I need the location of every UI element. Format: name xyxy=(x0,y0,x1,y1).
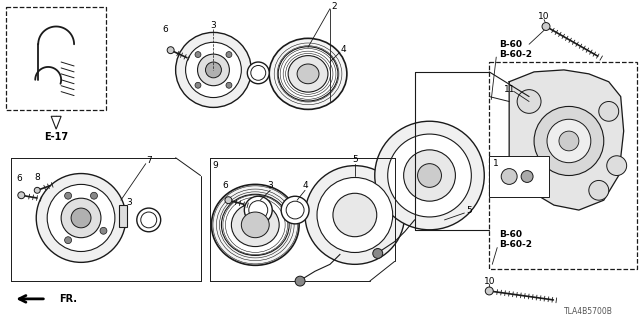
Text: B-60: B-60 xyxy=(499,40,522,49)
Bar xyxy=(6,7,106,110)
Circle shape xyxy=(517,90,541,113)
Text: FR.: FR. xyxy=(59,294,77,304)
Text: 11: 11 xyxy=(504,85,516,94)
Circle shape xyxy=(247,62,269,84)
Circle shape xyxy=(167,47,174,54)
Circle shape xyxy=(417,164,442,187)
Ellipse shape xyxy=(232,203,279,247)
Circle shape xyxy=(521,171,533,182)
Text: TLA4B5700B: TLA4B5700B xyxy=(564,307,613,316)
Circle shape xyxy=(388,134,471,217)
Circle shape xyxy=(61,198,101,238)
Circle shape xyxy=(372,249,383,259)
Circle shape xyxy=(226,52,232,58)
Circle shape xyxy=(485,287,493,295)
Circle shape xyxy=(90,192,97,199)
Circle shape xyxy=(515,169,539,192)
Bar xyxy=(489,156,549,197)
Circle shape xyxy=(559,131,579,151)
Text: 1: 1 xyxy=(493,159,499,168)
Circle shape xyxy=(226,82,232,88)
Circle shape xyxy=(65,192,72,199)
Text: 7: 7 xyxy=(146,156,152,165)
Circle shape xyxy=(547,119,591,163)
Text: 5: 5 xyxy=(467,205,472,214)
Circle shape xyxy=(186,42,241,98)
Circle shape xyxy=(404,150,456,201)
Circle shape xyxy=(137,208,161,232)
Ellipse shape xyxy=(288,56,328,92)
Text: 6: 6 xyxy=(163,25,168,34)
Text: B-60-2: B-60-2 xyxy=(499,240,532,249)
Circle shape xyxy=(65,237,72,244)
Ellipse shape xyxy=(269,38,347,109)
Circle shape xyxy=(542,22,550,30)
Bar xyxy=(489,62,637,269)
Text: 6: 6 xyxy=(223,181,228,190)
Circle shape xyxy=(599,101,619,121)
Text: 4: 4 xyxy=(302,181,308,190)
Polygon shape xyxy=(509,70,623,210)
Text: E-17: E-17 xyxy=(44,132,68,142)
Circle shape xyxy=(141,212,157,228)
Text: B-60: B-60 xyxy=(499,230,522,239)
Circle shape xyxy=(195,52,201,58)
Circle shape xyxy=(36,173,126,262)
Circle shape xyxy=(281,196,309,224)
Ellipse shape xyxy=(211,184,299,265)
Ellipse shape xyxy=(221,194,289,255)
Circle shape xyxy=(198,54,229,86)
Text: 2: 2 xyxy=(331,2,337,11)
Circle shape xyxy=(47,184,115,252)
Text: 5: 5 xyxy=(352,155,358,164)
Text: 10: 10 xyxy=(483,276,495,286)
Circle shape xyxy=(249,201,268,220)
Circle shape xyxy=(305,166,404,264)
Circle shape xyxy=(534,107,604,175)
Circle shape xyxy=(175,32,252,108)
Circle shape xyxy=(375,121,484,230)
Circle shape xyxy=(195,82,201,88)
Bar xyxy=(119,205,127,227)
Text: 3: 3 xyxy=(268,181,273,190)
Circle shape xyxy=(35,187,40,193)
Circle shape xyxy=(71,208,91,228)
Text: 8: 8 xyxy=(35,173,40,182)
Text: 10: 10 xyxy=(538,12,550,21)
Circle shape xyxy=(501,169,517,184)
Text: 4: 4 xyxy=(340,45,346,54)
Circle shape xyxy=(607,156,627,175)
Circle shape xyxy=(286,201,304,219)
Circle shape xyxy=(18,192,25,199)
Circle shape xyxy=(589,180,609,200)
Text: 3: 3 xyxy=(126,198,132,207)
Circle shape xyxy=(100,227,107,234)
Circle shape xyxy=(251,66,266,80)
Circle shape xyxy=(244,196,272,224)
Circle shape xyxy=(317,178,393,252)
Text: 6: 6 xyxy=(17,174,22,183)
Circle shape xyxy=(205,62,221,78)
Polygon shape xyxy=(51,116,61,129)
Ellipse shape xyxy=(278,47,338,101)
Text: 3: 3 xyxy=(211,21,216,30)
Circle shape xyxy=(295,276,305,286)
Ellipse shape xyxy=(241,212,269,238)
Ellipse shape xyxy=(297,64,319,84)
Circle shape xyxy=(225,197,232,204)
Text: B-60-2: B-60-2 xyxy=(499,50,532,59)
Circle shape xyxy=(333,193,377,237)
Text: 9: 9 xyxy=(212,161,218,170)
